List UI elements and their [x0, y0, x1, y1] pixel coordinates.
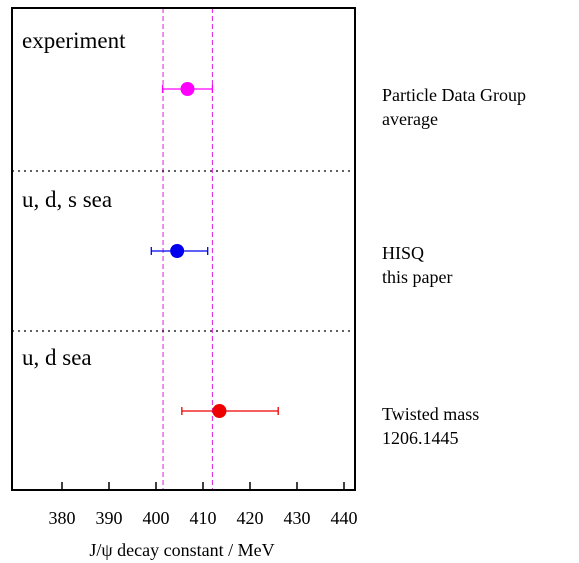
data-points	[150, 82, 279, 418]
section-heading-experiment: experiment	[22, 28, 126, 53]
point-label-twisted-line1: Twisted mass	[382, 404, 479, 424]
x-tick-label-390: 390	[96, 508, 123, 528]
data-point-hisq	[170, 244, 185, 258]
x-axis-ticks: 380 390 400 410 420 430 440	[49, 482, 358, 528]
x-tick-label-380: 380	[49, 508, 76, 528]
x-axis-label: J/ψ decay constant / MeV	[89, 540, 274, 560]
plot-frame	[11, 7, 356, 491]
data-point-pdg	[180, 82, 195, 96]
section-heading-uds-sea: u, d, s sea	[22, 187, 112, 212]
x-tick-label-400: 400	[143, 508, 170, 528]
point-label-hisq-line1: HISQ	[382, 243, 424, 263]
x-tick-label-420: 420	[237, 508, 264, 528]
point-label-pdg-line2: average	[382, 109, 438, 129]
section-heading-ud-sea: u, d sea	[22, 345, 92, 370]
point-label-hisq-line2: this paper	[382, 267, 452, 287]
data-point-twisted-mass	[212, 404, 227, 418]
x-tick-label-440: 440	[331, 508, 358, 528]
x-tick-label-430: 430	[284, 508, 311, 528]
point-label-pdg-line1: Particle Data Group	[382, 85, 526, 105]
x-tick-label-410: 410	[190, 508, 217, 528]
point-label-twisted-line2: 1206.1445	[382, 428, 459, 448]
